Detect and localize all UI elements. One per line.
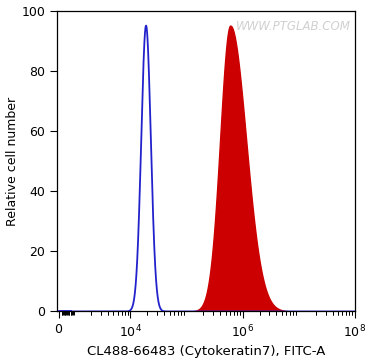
Text: WWW.PTGLAB.COM: WWW.PTGLAB.COM [236,20,351,33]
Y-axis label: Relative cell number: Relative cell number [6,96,19,226]
X-axis label: CL488-66483 (Cytokeratin7), FITC-A: CL488-66483 (Cytokeratin7), FITC-A [87,345,325,359]
